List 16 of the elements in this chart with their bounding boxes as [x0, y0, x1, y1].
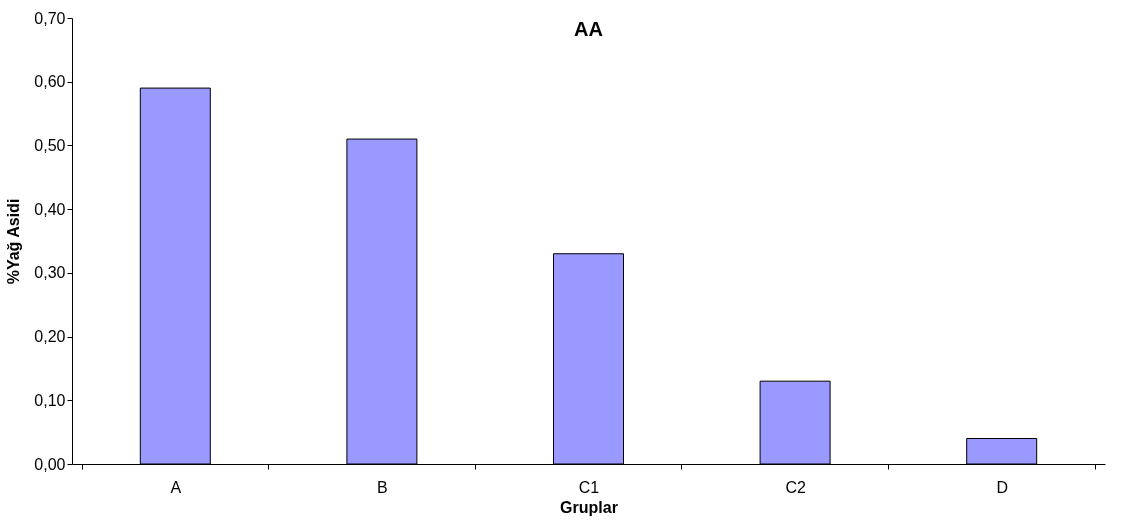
x-tick-label: D [996, 478, 1008, 496]
y-tick-label: 0,40 [34, 200, 66, 218]
x-tick-label: C1 [578, 478, 600, 496]
y-tick-label: 0,70 [34, 9, 66, 27]
y-tick-label: 0,10 [34, 391, 66, 409]
y-axis-title: %Yağ Asidi [5, 198, 23, 285]
y-tick-label: 0,20 [34, 328, 66, 346]
x-axis-title: Gruplar [560, 498, 618, 516]
chart-title: AA [574, 18, 603, 40]
y-tick-label: 0,50 [34, 136, 66, 154]
y-tick-label: 0,30 [34, 264, 66, 282]
y-tick-label: 0,60 [34, 73, 66, 91]
x-tick-label: A [170, 478, 182, 496]
x-tick-label: C2 [785, 478, 806, 496]
y-tick-label: 0,00 [34, 455, 66, 473]
x-tick-label: B [377, 478, 388, 496]
